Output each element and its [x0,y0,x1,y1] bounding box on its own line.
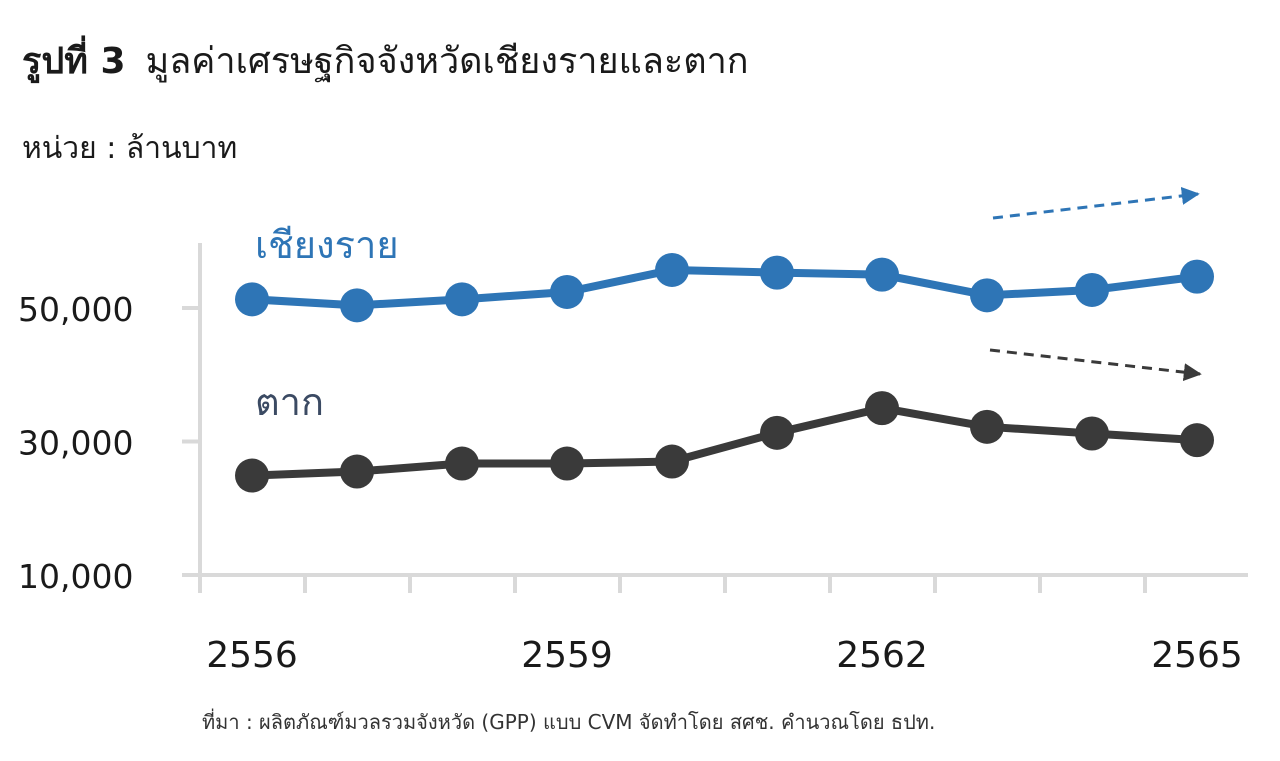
x-tick-label: 2562 [836,635,928,676]
series-line-chiangrai [248,265,1201,310]
data-point [970,409,1004,444]
trend-arrow-down [989,348,1202,382]
chart-title: มูลค่าเศรษฐกิจจังหวัดเชียงรายและตาก [145,41,749,82]
data-point [445,282,479,317]
data-point [550,446,584,481]
data-point [550,274,584,309]
data-point [760,415,794,450]
data-point [970,278,1004,313]
data-point [865,257,899,292]
figure-number: รูปที่ 3 [22,41,126,82]
trend-arrow-up [992,186,1200,220]
data-point [1075,272,1109,307]
x-tick-label: 2565 [1151,635,1243,676]
data-point [760,255,794,290]
series-label: เชียงราย [255,223,399,267]
data-point [235,282,269,317]
unit-label: หน่วย : ล้านบาท [22,131,238,166]
source-note: ที่มา : ผลิตภัณฑ์มวลรวมจังหวัด (GPP) แบบ… [202,710,936,734]
series-label: ตาก [255,380,324,424]
data-point [340,454,374,489]
data-point [235,458,269,493]
data-point [865,391,899,426]
x-tick-label: 2556 [206,635,298,676]
data-point [655,252,689,287]
series-line-tak [248,404,1201,480]
y-tick-label: 30,000 [18,424,133,463]
data-point [340,288,374,323]
data-point [1180,423,1214,458]
data-point [1075,416,1109,451]
chart-title-row: รูปที่ 3 มูลค่าเศรษฐกิจจังหวัดเชียงรายแล… [22,32,749,89]
data-point [445,446,479,481]
y-tick-label: 50,000 [18,290,133,329]
data-point [655,444,689,479]
x-tick-label: 2559 [521,635,613,676]
y-tick-label: 10,000 [18,557,133,596]
data-point [1180,259,1214,294]
